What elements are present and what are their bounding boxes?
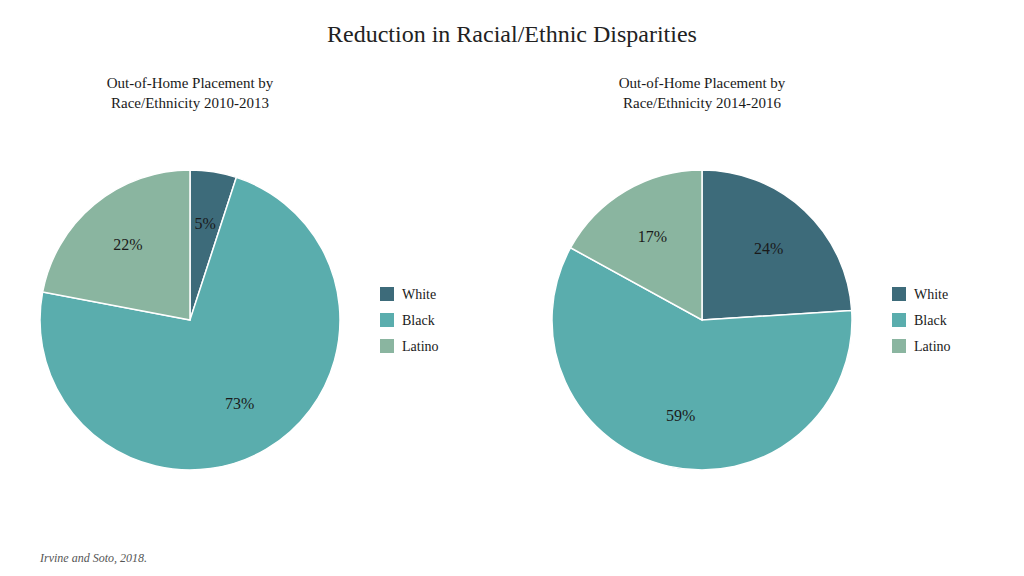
legend-label: White xyxy=(402,287,436,302)
data-label: 5% xyxy=(195,215,216,232)
citation: Irvine and Soto, 2018. xyxy=(39,551,147,565)
legend-label: Latino xyxy=(402,339,439,354)
pie: 24% 59% 17% xyxy=(552,170,852,470)
data-label: 24% xyxy=(754,240,783,257)
legend-label: Black xyxy=(402,313,435,328)
pie-slice xyxy=(571,170,702,320)
legend-item: White xyxy=(892,287,948,302)
legend-swatch xyxy=(380,287,394,301)
legend-item: Latino xyxy=(892,339,951,354)
pie-slice xyxy=(702,170,852,320)
data-label: 17% xyxy=(638,228,667,245)
data-label: 59% xyxy=(666,407,695,424)
pie-slice xyxy=(43,170,190,320)
pie: 5% 73% 22% xyxy=(40,170,340,470)
legend-label: Black xyxy=(914,313,947,328)
legend-swatch xyxy=(380,313,394,327)
legend-swatch xyxy=(892,313,906,327)
legend-item: Black xyxy=(892,313,947,328)
chart-title: Out-of-Home Placement byRace/Ethnicity 2… xyxy=(107,75,274,111)
main-title: Reduction in Racial/Ethnic Disparities xyxy=(327,21,697,47)
chart-canvas: Reduction in Racial/Ethnic Disparities Ir… xyxy=(0,0,1024,576)
pie-panel: Out-of-Home Placement byRace/Ethnicity 2… xyxy=(40,75,439,470)
legend-swatch xyxy=(380,339,394,353)
legend-item: Black xyxy=(380,313,435,328)
legend-label: Latino xyxy=(914,339,951,354)
chart-title: Out-of-Home Placement byRace/Ethnicity 2… xyxy=(619,75,786,111)
data-label: 73% xyxy=(225,395,254,412)
pie-panel: Out-of-Home Placement byRace/Ethnicity 2… xyxy=(552,75,951,470)
legend: White Black Latino xyxy=(380,287,439,354)
legend-item: Latino xyxy=(380,339,439,354)
data-label: 22% xyxy=(113,236,142,253)
legend-item: White xyxy=(380,287,436,302)
legend: White Black Latino xyxy=(892,287,951,354)
legend-swatch xyxy=(892,339,906,353)
legend-label: White xyxy=(914,287,948,302)
legend-swatch xyxy=(892,287,906,301)
